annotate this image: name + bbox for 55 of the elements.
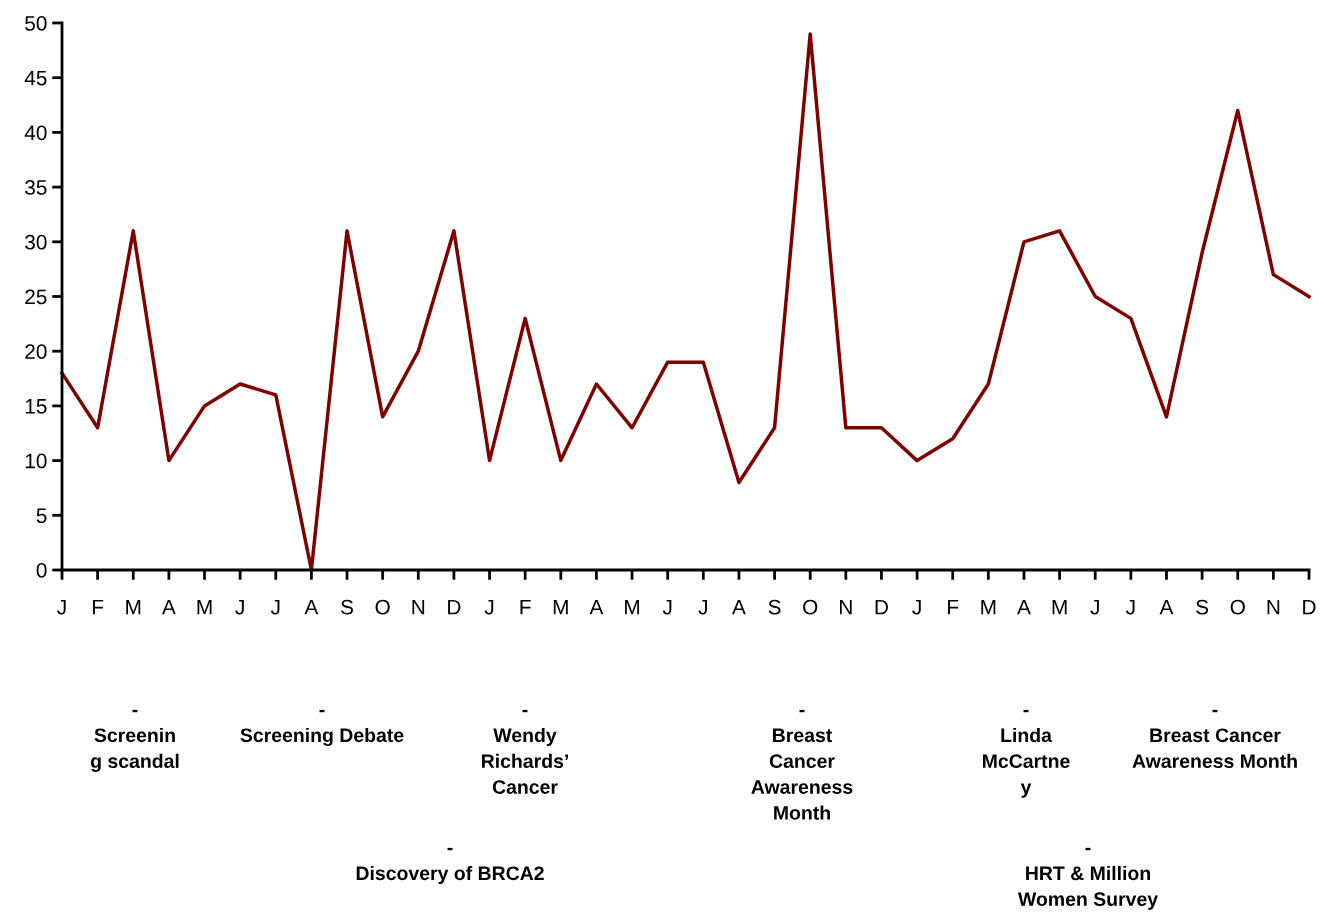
x-tick-label: J: [484, 599, 494, 615]
y-tick-label: 5: [36, 508, 47, 524]
x-tick-label: J: [270, 599, 280, 615]
x-tick-label: O: [803, 599, 818, 615]
x-tick-label: J: [698, 599, 707, 615]
x-tick-label: O: [375, 599, 390, 615]
x-tick-label: N: [840, 599, 852, 615]
x-tick-label: S: [1196, 599, 1209, 615]
x-tick-label: A: [732, 599, 746, 615]
y-tick-label: 25: [25, 289, 47, 305]
x-tick-label: A: [1159, 599, 1174, 615]
x-tick-label: M: [1052, 599, 1067, 615]
x-tick-label: S: [768, 599, 781, 615]
text: - Breast Cancer Awareness Month: [1132, 709, 1297, 769]
x-tick-label: M: [981, 599, 996, 615]
x-tick-label: A: [304, 599, 319, 615]
x-tick-label: J: [235, 599, 244, 615]
text: - Wendy Richards’ Cancer: [482, 709, 568, 794]
text: - Discovery of BRCA2: [356, 847, 544, 884]
x-tick-label: M: [553, 599, 568, 615]
y-tick-label: 15: [25, 399, 47, 414]
y-tick-label: 0: [36, 563, 47, 578]
text: - Breast Cancer Awareness Month: [751, 709, 853, 820]
x-tick-label: A: [1017, 599, 1031, 615]
x-tick-label: A: [589, 599, 604, 615]
x-tick-label: D: [448, 599, 461, 615]
text: - Screenin g scandal: [90, 709, 179, 772]
x-tick-label: O: [1230, 599, 1245, 615]
y-tick-label: 45: [24, 70, 47, 86]
text: - Screening Debate: [240, 709, 404, 747]
x-tick-label: M: [197, 599, 212, 615]
x-tick-label: M: [126, 599, 141, 615]
x-tick-label: N: [412, 599, 425, 615]
x-tick-label: S: [341, 599, 354, 615]
x-tick-label: A: [161, 599, 176, 615]
text: - Linda McCartne y: [983, 709, 1070, 798]
x-tick-label: J: [662, 599, 672, 615]
y-tick-label: 10: [25, 453, 47, 469]
x-tick-label: J: [1090, 599, 1099, 615]
x-tick-label: N: [1267, 599, 1280, 615]
x-tick-label: M: [625, 599, 640, 615]
x-tick-label: J: [912, 599, 921, 615]
x-tick-label: F: [520, 599, 531, 615]
x-tick-label: J: [57, 599, 66, 615]
y-tick-label: 40: [24, 125, 47, 141]
x-tick-label: D: [875, 599, 888, 615]
y-tick-label: 50: [25, 16, 47, 31]
x-tick-label: F: [948, 599, 959, 615]
x-tick-label: J: [1125, 599, 1135, 615]
x-tick-label: D: [1303, 599, 1316, 615]
x-tick-label: F: [92, 599, 104, 615]
text: - HRT & Million Women Survey: [1017, 847, 1158, 910]
y-tick-label: 30: [25, 234, 47, 250]
y-tick-label: 35: [25, 180, 47, 195]
y-tick-label: 20: [25, 344, 47, 359]
